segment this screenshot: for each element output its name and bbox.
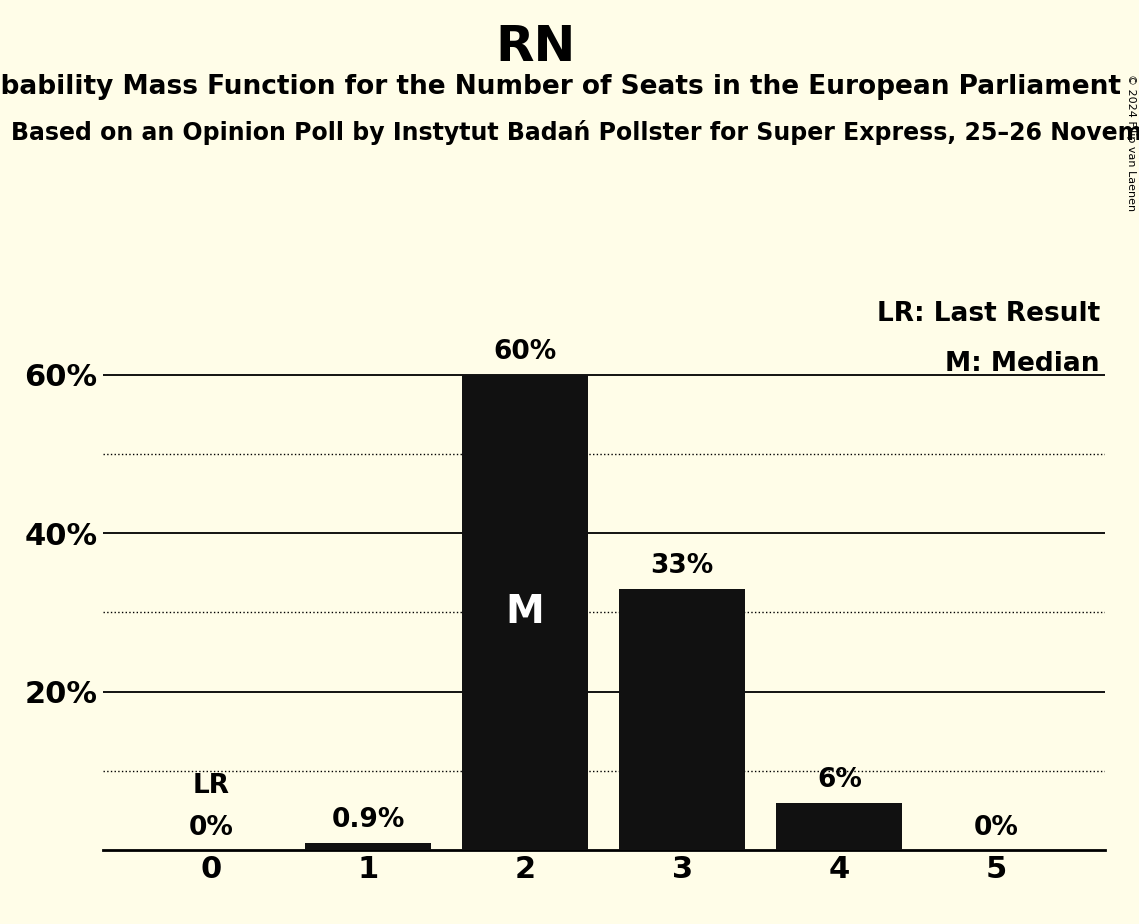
Text: 0.9%: 0.9%	[331, 808, 404, 833]
Bar	[620, 589, 745, 850]
Bar	[462, 375, 588, 850]
Text: Based on an Opinion Poll by Instytut Badań Pollster for Super Express, 25–26 Nov: Based on an Opinion Poll by Instytut Bad…	[11, 120, 1139, 145]
Text: RN: RN	[495, 23, 575, 71]
Bar	[305, 843, 431, 850]
Text: M: Median: M: Median	[945, 351, 1100, 377]
Text: LR: LR	[192, 772, 229, 798]
Text: LR: Last Result: LR: Last Result	[877, 301, 1100, 327]
Text: 33%: 33%	[650, 553, 714, 579]
Text: Probability Mass Function for the Number of Seats in the European Parliament: Probability Mass Function for the Number…	[0, 74, 1121, 100]
Text: 60%: 60%	[493, 339, 557, 365]
Bar	[777, 803, 902, 850]
Text: M: M	[506, 593, 544, 631]
Text: © 2024 Filip van Laenen: © 2024 Filip van Laenen	[1126, 74, 1136, 211]
Text: 6%: 6%	[817, 767, 862, 793]
Text: 0%: 0%	[974, 815, 1019, 841]
Text: 0%: 0%	[188, 815, 233, 841]
